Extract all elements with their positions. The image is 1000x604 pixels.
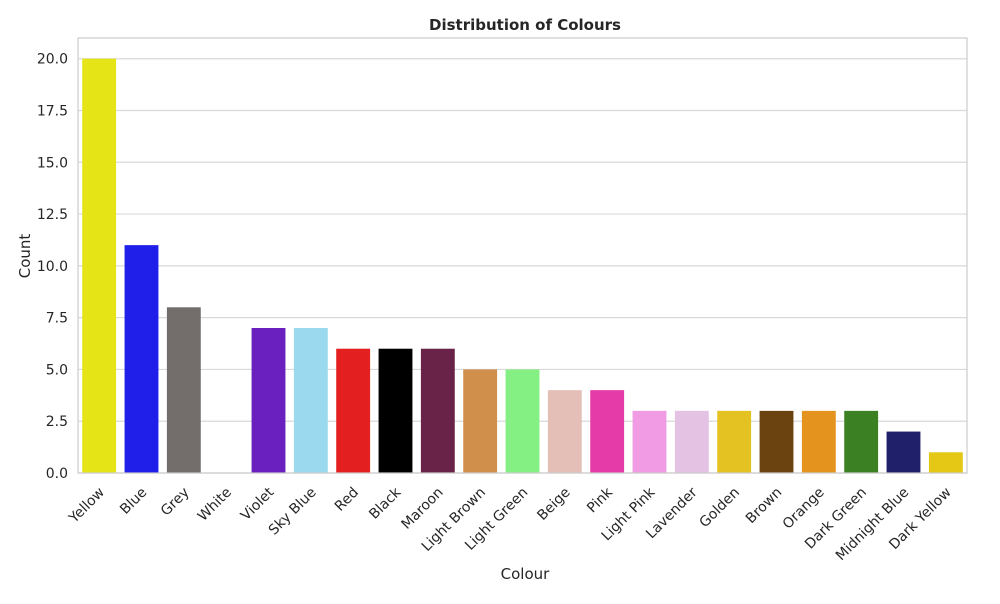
y-tick-label: 10.0 [37,259,68,275]
bar [420,348,455,473]
bars [82,58,963,473]
y-tick-label: 20.0 [37,52,68,68]
y-tick-label: 2.5 [46,414,68,430]
y-tick-label: 15.0 [37,155,68,171]
bar [463,369,498,473]
bar [505,369,540,473]
bar [336,348,371,473]
plot-frame [77,37,968,474]
y-tick-label: 0.0 [46,466,68,482]
x-axis-label: Colour [501,565,551,583]
bar [844,410,879,473]
bar [590,390,625,473]
y-tick-label: 5.0 [46,362,68,378]
y-tick-label: 7.5 [46,311,68,327]
chart-title: Distribution of Colours [429,16,621,34]
y-axis-label: Count [16,234,34,279]
bar [801,410,836,473]
bar [928,452,963,473]
bar [717,410,752,473]
bar [547,390,582,473]
y-tick-label: 17.5 [37,104,68,120]
bar [251,328,286,473]
y-tick-label: 12.5 [37,207,68,223]
bar [632,410,667,473]
bar [166,307,201,473]
bar [378,348,413,473]
bar [759,410,794,473]
bar [293,328,328,473]
bar [82,58,117,473]
bar [674,410,709,473]
y-tick-labels: 0.0 2.5 5.0 7.5 10.0 12.5 15.0 17.5 20.0 [37,52,68,482]
bar [886,431,921,473]
bar [124,245,159,473]
